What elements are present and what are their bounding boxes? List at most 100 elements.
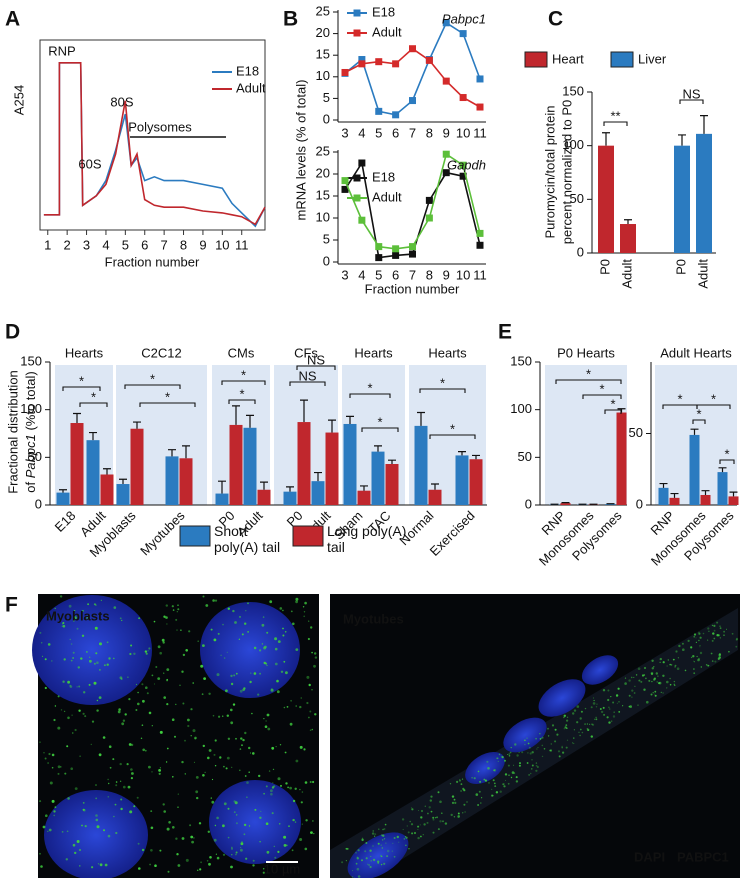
pabpc1-punctum bbox=[491, 794, 494, 797]
marker bbox=[392, 60, 400, 68]
x-tick-label: E18 bbox=[52, 508, 79, 535]
pabpc1-punctum bbox=[245, 857, 248, 860]
pabpc1-punctum bbox=[351, 876, 354, 878]
pabpc1-punctum bbox=[618, 711, 621, 713]
pabpc1-punctum bbox=[210, 797, 212, 799]
pabpc1-punctum bbox=[74, 728, 77, 732]
pabpc1-punctum bbox=[607, 689, 610, 692]
significance-label: * bbox=[241, 367, 246, 382]
pabpc1-punctum bbox=[283, 706, 286, 709]
pabpc1-punctum bbox=[235, 853, 237, 856]
pabpc1-punctum bbox=[252, 859, 255, 862]
pabpc1-punctum bbox=[357, 849, 360, 852]
significance-label: ** bbox=[610, 108, 620, 123]
pabpc1-punctum bbox=[527, 752, 529, 754]
pabpc1-punctum bbox=[252, 752, 255, 755]
pabpc1-punctum bbox=[203, 677, 207, 680]
pabpc1-punctum bbox=[108, 657, 111, 660]
pabpc1-punctum bbox=[95, 818, 99, 822]
pabpc1-punctum bbox=[473, 777, 476, 780]
pabpc1-punctum bbox=[54, 705, 57, 707]
pabpc1-punctum bbox=[244, 775, 247, 777]
pabpc1-punctum bbox=[646, 700, 649, 704]
marker bbox=[459, 94, 467, 102]
pabpc1-punctum bbox=[382, 834, 385, 837]
pabpc1-punctum bbox=[108, 745, 112, 748]
nucleus bbox=[465, 751, 505, 785]
pabpc1-punctum bbox=[439, 800, 442, 804]
pabpc1-punctum bbox=[592, 697, 595, 699]
significance-label: NS bbox=[307, 352, 325, 367]
pabpc1-punctum bbox=[374, 833, 377, 836]
marker bbox=[425, 214, 433, 222]
pabpc1-punctum bbox=[280, 784, 282, 787]
pabpc1-punctum bbox=[196, 796, 199, 800]
pabpc1-punctum bbox=[292, 818, 295, 822]
pabpc1-punctum bbox=[405, 836, 408, 839]
pabpc1-punctum bbox=[537, 766, 539, 768]
pabpc1-punctum bbox=[551, 724, 555, 727]
x-tick-label: 2 bbox=[64, 237, 71, 252]
pabpc1-punctum bbox=[222, 715, 224, 717]
pabpc1-punctum bbox=[278, 823, 281, 825]
pabpc1-punctum bbox=[165, 604, 168, 607]
pabpc1-punctum bbox=[72, 732, 74, 734]
pabpc1-punctum bbox=[235, 851, 238, 854]
pabpc1-punctum bbox=[69, 684, 72, 687]
pabpc1-punctum bbox=[374, 835, 376, 837]
pabpc1-punctum bbox=[106, 641, 109, 644]
pabpc1-punctum bbox=[163, 672, 165, 674]
pabpc1-punctum bbox=[409, 820, 412, 823]
pabpc1-punctum bbox=[108, 782, 110, 785]
bar bbox=[343, 423, 357, 505]
x-tick-label: 3 bbox=[83, 237, 90, 252]
bar bbox=[325, 432, 339, 505]
pabpc1-punctum bbox=[441, 812, 443, 814]
marker bbox=[476, 75, 484, 83]
pabpc1-punctum bbox=[356, 856, 358, 858]
pabpc1-punctum bbox=[493, 769, 495, 772]
y-axis-label-part: Pabpc1 bbox=[23, 434, 38, 478]
pabpc1-punctum bbox=[312, 780, 315, 784]
pabpc1-punctum bbox=[127, 676, 129, 678]
pabpc1-punctum bbox=[515, 776, 518, 779]
pabpc1-punctum bbox=[185, 858, 189, 862]
pabpc1-punctum bbox=[593, 699, 595, 702]
pabpc1-punctum bbox=[377, 860, 380, 863]
pabpc1-punctum bbox=[258, 774, 261, 778]
pabpc1-punctum bbox=[531, 764, 534, 767]
x-tick-label: 4 bbox=[358, 267, 365, 282]
group-title: Hearts bbox=[65, 345, 104, 360]
pabpc1-punctum bbox=[428, 806, 431, 809]
pabpc1-punctum bbox=[232, 609, 235, 613]
pabpc1-punctum bbox=[723, 630, 725, 633]
y-tick-label: 100 bbox=[20, 401, 42, 416]
pabpc1-punctum bbox=[524, 743, 526, 746]
pabpc1-punctum bbox=[418, 810, 420, 811]
pabpc1-punctum bbox=[672, 658, 675, 661]
pabpc1-punctum bbox=[166, 668, 170, 671]
pabpc1-punctum bbox=[612, 715, 616, 718]
pabpc1-punctum bbox=[81, 634, 85, 637]
pabpc1-punctum bbox=[480, 802, 482, 804]
pabpc1-punctum bbox=[576, 705, 580, 708]
pabpc1-punctum bbox=[673, 684, 676, 687]
pabpc1-punctum bbox=[95, 652, 98, 655]
pabpc1-punctum bbox=[493, 782, 496, 785]
bar bbox=[116, 484, 130, 505]
y-tick-label: 5 bbox=[323, 90, 330, 105]
pabpc1-punctum bbox=[573, 729, 576, 731]
pabpc1-punctum bbox=[401, 818, 405, 821]
y-tick-label: 10 bbox=[316, 209, 330, 224]
pabpc1-punctum bbox=[198, 822, 202, 825]
x-tick-label: Adult bbox=[695, 259, 710, 289]
pabpc1-punctum bbox=[155, 666, 158, 668]
error-bar bbox=[417, 411, 425, 426]
pabpc1-punctum bbox=[272, 768, 275, 771]
pabpc1-punctum bbox=[208, 862, 211, 866]
pabpc1-punctum bbox=[118, 708, 121, 711]
pabpc1-punctum bbox=[129, 652, 132, 656]
pabpc1-punctum bbox=[48, 828, 52, 832]
pabpc1-punctum bbox=[573, 737, 575, 739]
pabpc1-punctum bbox=[113, 815, 115, 818]
